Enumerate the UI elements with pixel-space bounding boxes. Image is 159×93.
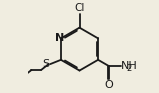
Text: S: S [43, 59, 50, 69]
Text: N: N [55, 33, 64, 43]
Text: 2: 2 [127, 64, 132, 73]
Text: Cl: Cl [74, 3, 85, 13]
Text: O: O [105, 80, 114, 90]
Text: NH: NH [121, 61, 138, 71]
